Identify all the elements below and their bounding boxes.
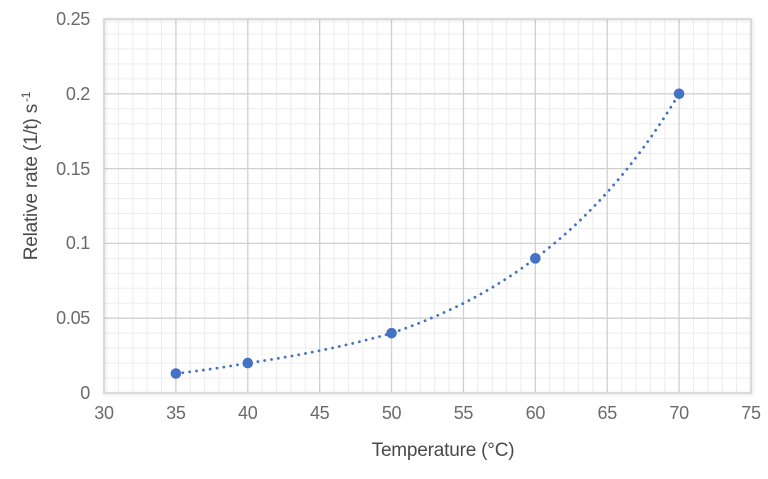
y-tick-label: 0.2: [65, 83, 90, 104]
plot-border: [103, 18, 752, 394]
y-tick-label: 0: [80, 383, 90, 403]
x-tick-label: 65: [597, 403, 618, 423]
x-tick-label: 55: [453, 403, 474, 423]
x-tick-label: 70: [669, 403, 689, 423]
x-axis-title: Temperature (°C): [371, 440, 515, 461]
y-tick-label: 0.05: [56, 308, 90, 329]
data-point-marker: [530, 253, 541, 264]
data-point-marker: [170, 368, 182, 379]
x-tick-label: 50: [381, 403, 402, 423]
x-tick-label: 60: [525, 403, 546, 423]
y-tick-label: 0.15: [56, 158, 90, 179]
x-tick-label: 40: [238, 403, 258, 423]
data-point-marker: [386, 327, 397, 339]
data-point-marker: [242, 357, 254, 369]
trendline-dotted: [174, 92, 681, 375]
x-tick-label: 30: [94, 403, 114, 423]
y-tick-label: 0.1: [65, 233, 90, 254]
x-tick-label: 45: [309, 403, 330, 423]
x-tick-label: 75: [741, 403, 761, 423]
x-tick-label: 35: [166, 403, 186, 423]
data-point-marker: [673, 88, 685, 100]
y-tick-label: 0.25: [56, 9, 90, 29]
